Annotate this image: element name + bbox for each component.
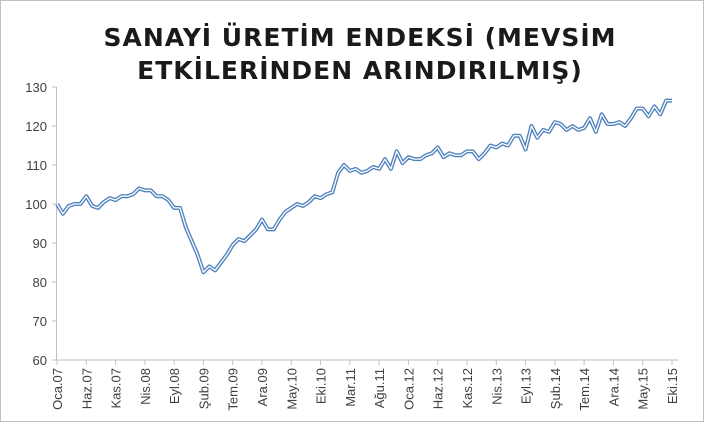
y-tick-label: 110 [26, 158, 47, 173]
x-tick-label: Nis.13 [489, 368, 504, 405]
x-tick-label: Ara.09 [255, 368, 270, 406]
x-tick-label: Eyl.08 [167, 368, 182, 404]
x-tick-label: Kas.12 [460, 368, 475, 408]
x-tick-label: Haz.12 [431, 368, 446, 409]
x-tick-label: Tem.09 [226, 368, 241, 411]
series-line-highlight [56, 100, 672, 273]
y-tick-label: 100 [25, 197, 47, 212]
chart-title: SANAYİ ÜRETİM ENDEKSİ (MEVSİM [103, 22, 616, 52]
x-tick-label: Şub.09 [196, 368, 211, 409]
y-tick-label: 120 [25, 119, 47, 134]
y-tick-label: 90 [33, 236, 47, 251]
x-tick-label: Kas.07 [109, 368, 124, 408]
y-tick-label: 60 [33, 353, 47, 368]
y-tick-label: 70 [33, 314, 47, 329]
x-tick-label: Oca.12 [401, 368, 416, 410]
y-tick-label: 130 [25, 80, 47, 95]
y-tick-label: 80 [33, 275, 47, 290]
x-tick-label: Nis.08 [138, 368, 153, 405]
x-tick-label: Ara.14 [606, 368, 621, 406]
x-tick-label: Eki.15 [665, 368, 680, 404]
x-tick-label: Mar.11 [343, 368, 358, 407]
chart-title: ETKİLERİNDEN ARINDIRILMIŞ) [137, 55, 583, 85]
x-tick-label: Oca.07 [50, 368, 65, 410]
x-tick-label: Eki.10 [314, 368, 329, 404]
x-tick-label: May.10 [284, 368, 299, 410]
x-tick-label: Haz.07 [79, 368, 94, 409]
x-tick-label: Eyl.13 [519, 368, 534, 404]
x-tick-label: Şub.14 [548, 368, 563, 409]
x-tick-label: May.15 [636, 368, 651, 410]
x-tick-label: Tem.14 [577, 368, 592, 411]
x-tick-label: Ağu.11 [372, 368, 387, 408]
